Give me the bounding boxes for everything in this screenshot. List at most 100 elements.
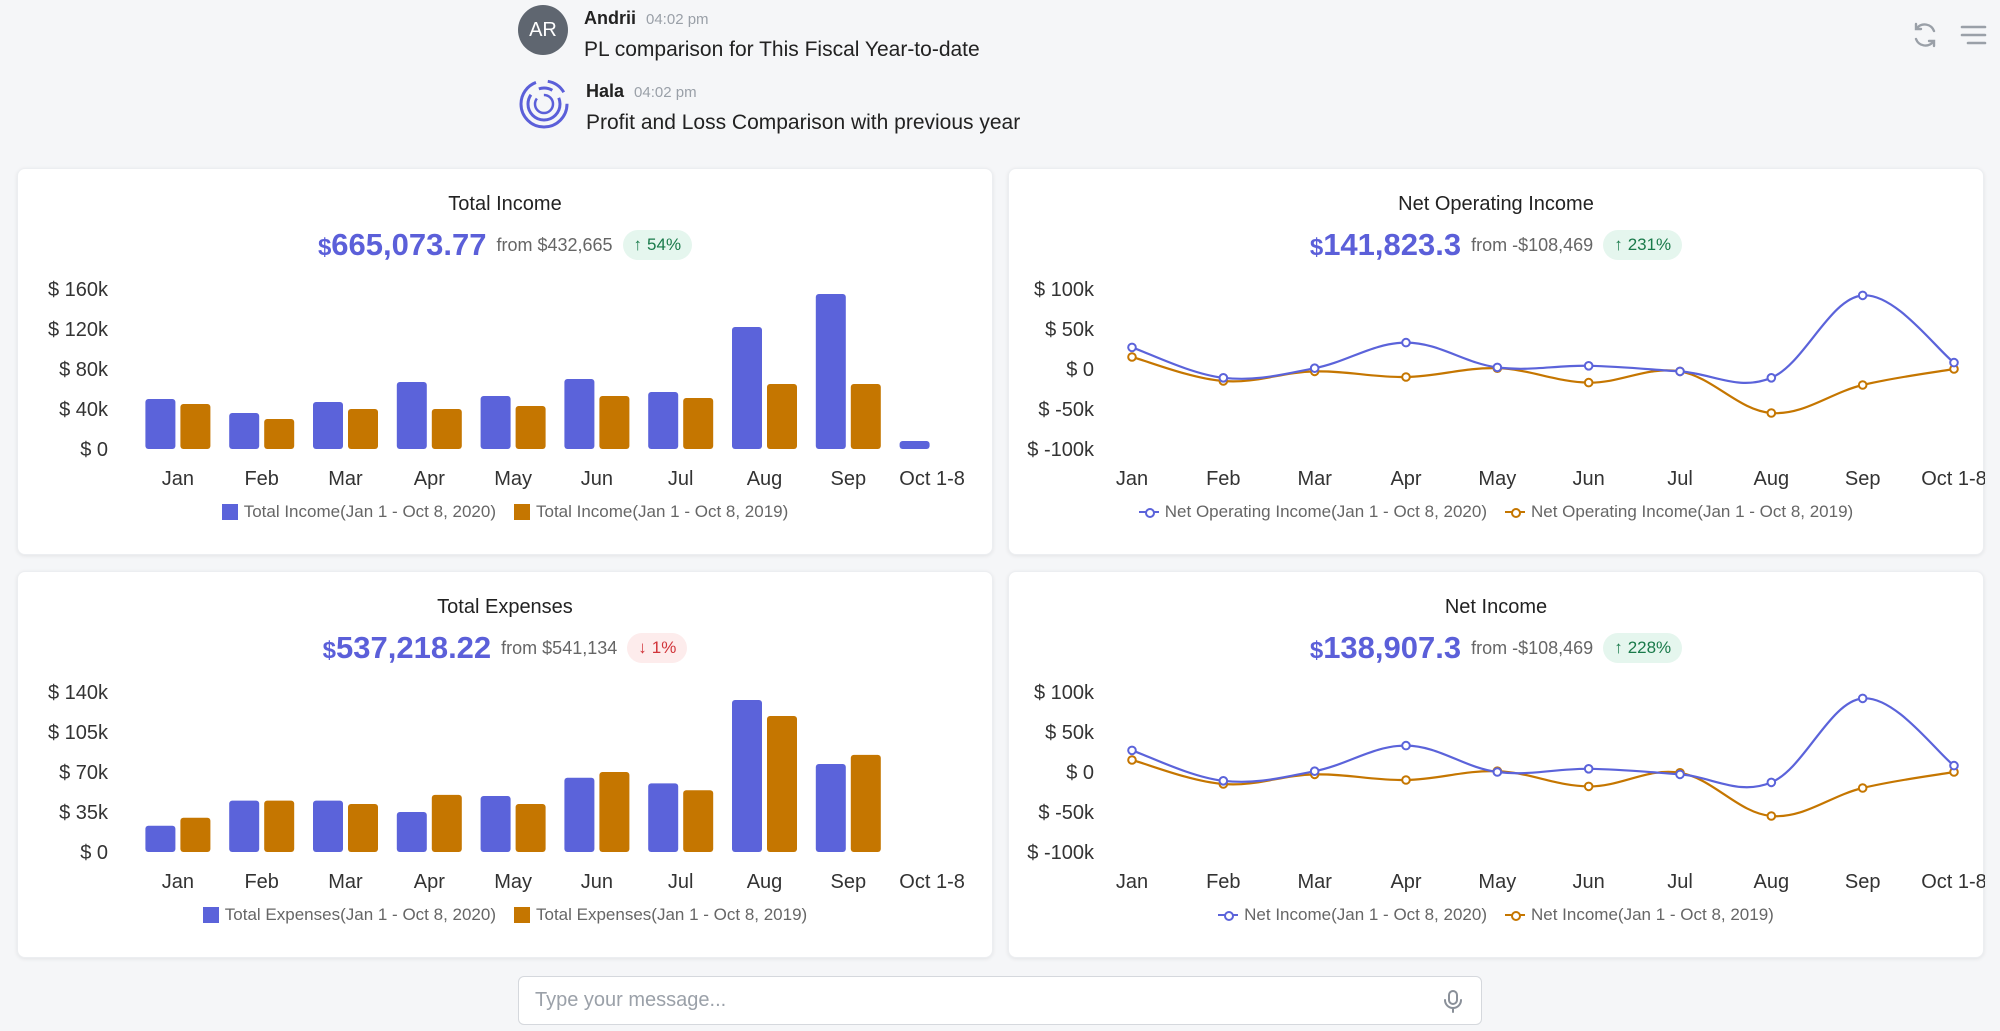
y-tick-label: $ 50k: [1045, 722, 1095, 744]
card-title: Total Expenses: [437, 596, 573, 618]
message-body: Andrii 04:02 pm PL comparison for This F…: [584, 5, 980, 62]
data-point: [1583, 764, 1594, 774]
net-income-card: Net Income $138,907.3 from -$108,469 ↑ 22…: [1008, 571, 1985, 958]
bar-2020: [396, 812, 427, 852]
bar-2019: [515, 804, 546, 852]
bar-2019: [348, 804, 378, 852]
x-tick-label: Oct 1-8: [899, 871, 965, 893]
bar-2019: [599, 772, 630, 852]
x-tick-label: Jun: [1573, 871, 1605, 893]
bar-2020: [899, 441, 930, 449]
y-tick-label: $ 35k: [59, 802, 109, 824]
card-summary: $141,823.3 from -$108,469 ↑ 231%: [1009, 227, 1983, 263]
legend-item[interactable]: Net Operating Income(Jan 1 - Oct 8, 2019…: [1505, 502, 1853, 522]
sender-name: Hala: [586, 81, 625, 101]
y-tick-label: $ 105k: [48, 722, 109, 744]
data-point: [1492, 362, 1503, 373]
data-point: [1127, 745, 1137, 756]
legend-swatch: [221, 504, 238, 520]
bar-2019: [850, 384, 881, 449]
chart-canvas: $ -100k $ -50k $ 0 $ 50k $ 100k Jan Feb Mar Apr M…: [1027, 279, 1985, 490]
amount-value: $138,907.3: [1309, 630, 1462, 665]
bar-2019: [431, 409, 462, 449]
legend-item[interactable]: Total Income(Jan 1 - Oct 8, 2020): [221, 502, 496, 522]
x-tick-label: Jun: [1573, 468, 1605, 490]
bar-2020: [229, 413, 260, 449]
legend-swatch: [1218, 909, 1239, 921]
data-point: [1218, 373, 1229, 383]
y-tick-label: $ 40k: [59, 399, 109, 421]
bar-2019: [180, 404, 211, 449]
x-tick-label: Sep: [1845, 871, 1881, 893]
y-tick-label: $ 0: [1066, 762, 1094, 784]
x-tick-label: Aug: [1754, 468, 1790, 490]
amount-value: $141,823.3: [1309, 227, 1462, 262]
card-title: Total Income: [448, 193, 562, 215]
message-input[interactable]: [535, 989, 1441, 1012]
chart-legend: Net Income(Jan 1 - Oct 8, 2020) Net Incom…: [1009, 905, 1983, 925]
microphone-icon[interactable]: [1441, 989, 1465, 1013]
bar-2020: [145, 399, 176, 449]
x-tick-label: Mar: [1297, 871, 1332, 893]
x-tick-label: Jan: [1116, 468, 1148, 490]
x-tick-label: Mar: [328, 468, 363, 490]
card-summary: $537,218.22 from $541,134 ↓ 1%: [18, 630, 992, 666]
bar-2020: [648, 392, 679, 449]
legend-swatch: [1138, 506, 1159, 518]
comparison-from: from -$108,469: [1471, 637, 1594, 658]
x-tick-label: May: [494, 468, 532, 490]
chart-legend: Total Income(Jan 1 - Oct 8, 2020) Total I…: [18, 502, 992, 522]
message-text: PL comparison for This Fiscal Year-to-da…: [584, 38, 980, 61]
x-tick-label: Mar: [1297, 468, 1332, 490]
data-point: [1127, 342, 1137, 353]
amount-value: $537,218.22: [322, 630, 492, 665]
bar-2020: [732, 700, 762, 852]
x-tick-label: Feb: [1206, 871, 1240, 893]
x-tick-label: Aug: [747, 871, 783, 893]
x-tick-label: Aug: [747, 468, 783, 490]
menu-icon[interactable]: [1956, 18, 1990, 52]
card-summary: $138,907.3 from -$108,469 ↑ 228%: [1009, 630, 1983, 666]
data-point: [1309, 766, 1320, 776]
legend-label: Total Income(Jan 1 - Oct 8, 2020): [243, 502, 496, 521]
bar-2020: [313, 800, 343, 852]
x-tick-label: Apr: [414, 468, 445, 490]
arrow-up-icon: ↑: [1614, 638, 1623, 657]
legend-swatch: [1505, 506, 1525, 518]
bar-2020: [564, 379, 595, 449]
x-tick-label: May: [494, 871, 532, 893]
data-point: [1218, 776, 1229, 786]
legend-item[interactable]: Total Income(Jan 1 - Oct 8, 2019): [514, 502, 788, 522]
bar-2019: [683, 398, 714, 449]
bar-2019: [767, 384, 797, 449]
x-tick-label: Feb: [1206, 468, 1240, 490]
legend-item[interactable]: Total Expenses(Jan 1 - Oct 8, 2020): [202, 905, 496, 925]
bar-2020: [564, 777, 595, 852]
bar-2019: [264, 419, 295, 449]
refresh-icon[interactable]: [1908, 18, 1942, 52]
legend-item[interactable]: Total Expenses(Jan 1 - Oct 8, 2019): [514, 905, 807, 925]
chart-canvas: $ 0 $ 35k $ 70k $ 105k $ 140k Jan Feb Mar Apr May…: [48, 682, 965, 893]
bar-2020: [229, 800, 260, 852]
x-tick-label: Sep: [831, 468, 867, 490]
bar-2019: [348, 409, 378, 449]
net-operating-income-card: Net Operating Income $141,823.3 from -$1…: [1008, 168, 1985, 555]
bar-2019: [767, 716, 797, 852]
bar-2020: [480, 796, 511, 852]
data-point: [1401, 372, 1411, 382]
legend-item[interactable]: Net Income(Jan 1 - Oct 8, 2019): [1505, 905, 1774, 925]
y-tick-label: $ -100k: [1027, 439, 1095, 461]
x-tick-label: Mar: [328, 871, 363, 893]
message-text: Profit and Loss Comparison with previous…: [586, 111, 1021, 134]
x-tick-label: Apr: [1390, 468, 1421, 490]
y-tick-label: $ 100k: [1034, 682, 1095, 704]
legend-label: Net Income(Jan 1 - Oct 8, 2019): [1531, 905, 1774, 924]
total-income-card: Total Income $665,073.77 from $432,665 ↑…: [17, 168, 993, 555]
y-tick-label: $ -100k: [1027, 842, 1095, 864]
legend-label: Net Operating Income(Jan 1 - Oct 8, 2019…: [1531, 502, 1854, 521]
legend-item[interactable]: Net Income(Jan 1 - Oct 8, 2020): [1218, 905, 1487, 925]
legend-item[interactable]: Net Operating Income(Jan 1 - Oct 8, 2020…: [1138, 502, 1487, 522]
data-point: [1127, 755, 1137, 765]
amount-value: $665,073.77: [317, 227, 487, 262]
x-tick-label: May: [1478, 468, 1516, 490]
